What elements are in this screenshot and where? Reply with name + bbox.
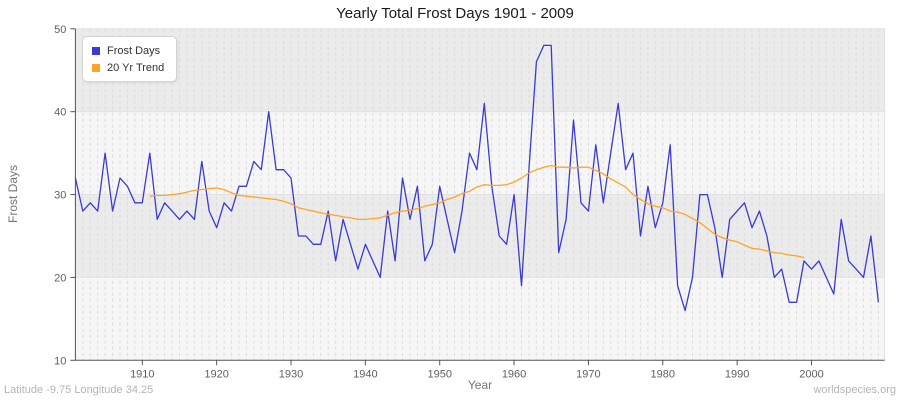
trend-swatch-icon	[92, 63, 100, 72]
legend-label: Frost Days	[107, 44, 161, 57]
svg-text:50: 50	[54, 24, 66, 36]
x-axis-label: Year	[468, 378, 492, 392]
watermark-text: worldspecies.org	[813, 384, 896, 396]
svg-text:1990: 1990	[725, 368, 749, 380]
svg-text:1970: 1970	[576, 368, 600, 380]
svg-text:1950: 1950	[427, 368, 451, 380]
svg-text:1980: 1980	[651, 368, 675, 380]
svg-text:30: 30	[54, 190, 66, 202]
latitude-longitude-text: Latitude -9.75 Longitude 34.25	[4, 384, 154, 396]
legend-item-frost-days: Frost Days	[92, 42, 164, 59]
svg-text:1910: 1910	[130, 368, 154, 380]
data-series-lines	[74, 44, 880, 312]
svg-text:1960: 1960	[502, 368, 526, 380]
svg-text:1940: 1940	[353, 368, 377, 380]
legend-label: 20 Yr Trend	[107, 61, 165, 74]
legend-box: Frost Days 20 Yr Trend	[82, 36, 178, 82]
legend-item-20yr-trend: 20 Yr Trend	[92, 59, 164, 76]
frost-days-swatch-icon	[92, 46, 100, 55]
svg-text:2000: 2000	[799, 368, 823, 380]
svg-text:1930: 1930	[279, 368, 303, 380]
plot-background-bands	[75, 28, 885, 361]
svg-text:20: 20	[54, 272, 66, 284]
chart-title: Yearly Total Frost Days 1901 - 2009	[336, 5, 574, 22]
horizontal-gridlines	[75, 28, 886, 361]
svg-text:10: 10	[54, 355, 66, 367]
svg-text:1920: 1920	[204, 368, 228, 380]
tick-labels: 10 20 30 40 50 1910 1920 1930 1940 1950 1960 1970 19…	[54, 24, 824, 380]
axes-spines-and-ticks	[70, 28, 885, 366]
y-axis-label: Frost Days	[6, 165, 20, 223]
svg-text:40: 40	[54, 107, 66, 119]
